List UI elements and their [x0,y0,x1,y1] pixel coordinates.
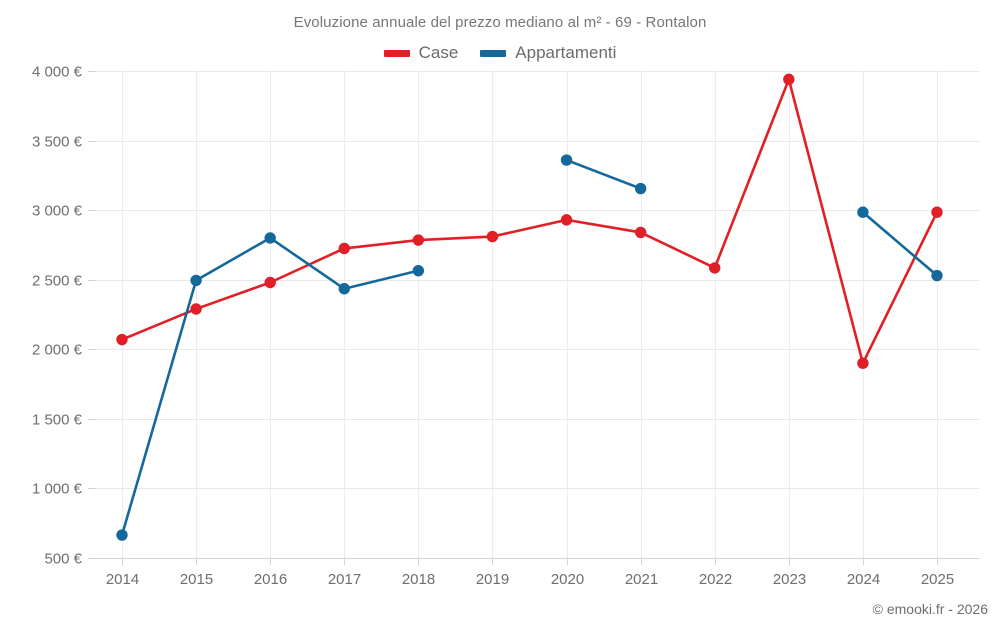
data-point-appartamenti-2016[interactable] [264,232,276,244]
y-tick-label: 3 000 € [32,203,83,220]
chart-legend: Case Appartamenti [0,43,1000,63]
x-axis-tick-labels: 2014 2015 2016 2017 2018 2019 2020 2021 2022 2023… [106,571,954,588]
data-point-case-2018[interactable] [412,234,425,246]
data-point-case-2015[interactable] [190,303,202,315]
data-points [116,73,943,541]
x-tick-label: 2014 [106,571,139,588]
data-series [120,78,939,537]
x-tick-label: 2016 [254,571,287,588]
data-point-case-2017[interactable] [338,242,350,255]
legend-item-case[interactable]: Case [383,43,459,63]
data-point-appartamenti-2024[interactable] [857,206,869,218]
data-point-appartamenti-2015[interactable] [190,274,202,287]
x-tick-label: 2024 [847,571,880,588]
x-tick-label: 2020 [551,571,584,588]
y-tick-label: 1 500 € [32,412,83,429]
data-point-appartamenti-2021[interactable] [634,182,647,195]
legend-item-appartamenti[interactable]: Appartamenti [480,43,616,63]
x-tick-label: 2015 [180,571,213,588]
data-point-case-2022[interactable] [709,262,721,274]
data-point-case-2024[interactable] [857,357,869,369]
data-point-case-2020[interactable] [560,214,573,226]
y-tick-label: 4 000 € [32,64,83,81]
legend-label-appartamenti: Appartamenti [515,43,617,62]
legend-label-case: Case [418,43,459,62]
data-point-appartamenti-2017[interactable] [338,283,350,295]
y-axis-tick-labels: 500 € 1 000 € 1 500 € 2 000 € 2 500 € 3 000 €… [32,64,83,568]
y-tick-label: 1 000 € [32,481,83,498]
data-point-case-2019[interactable] [486,230,499,243]
series-line-appartamenti [120,158,939,537]
axes [88,71,980,565]
x-tick-label: 2023 [773,571,806,588]
x-tick-label: 2025 [921,571,954,588]
x-tick-label: 2019 [476,571,509,588]
x-tick-label: 2017 [328,571,361,588]
y-tick-label: 2 000 € [32,342,83,359]
x-tick-label: 2021 [625,571,658,588]
legend-color-swatch-case [383,49,410,57]
x-tick-label: 2018 [402,571,435,588]
data-point-appartamenti-2014[interactable] [116,529,128,541]
data-point-appartamenti-2020[interactable] [560,154,573,166]
data-point-case-2025[interactable] [931,206,943,218]
data-point-appartamenti-2025[interactable] [931,269,943,282]
data-point-case-2023[interactable] [783,73,795,86]
data-point-case-2014[interactable] [116,333,128,346]
legend-color-swatch-appartamenti [480,49,507,57]
chart-title: Evoluzione annuale del prezzo mediano al… [293,14,707,31]
data-point-appartamenti-2018[interactable] [412,264,425,277]
series-line-case [120,78,939,365]
y-tick-label: 3 500 € [32,134,83,151]
data-point-case-2016[interactable] [264,276,276,289]
copyright-credit: © emooki.fr - 2026 [872,601,988,617]
data-point-case-2021[interactable] [634,226,647,239]
y-tick-label: 500 € [44,551,82,568]
y-tick-label: 2 500 € [32,273,83,290]
x-tick-label: 2022 [699,571,732,588]
gridlines [95,71,980,558]
